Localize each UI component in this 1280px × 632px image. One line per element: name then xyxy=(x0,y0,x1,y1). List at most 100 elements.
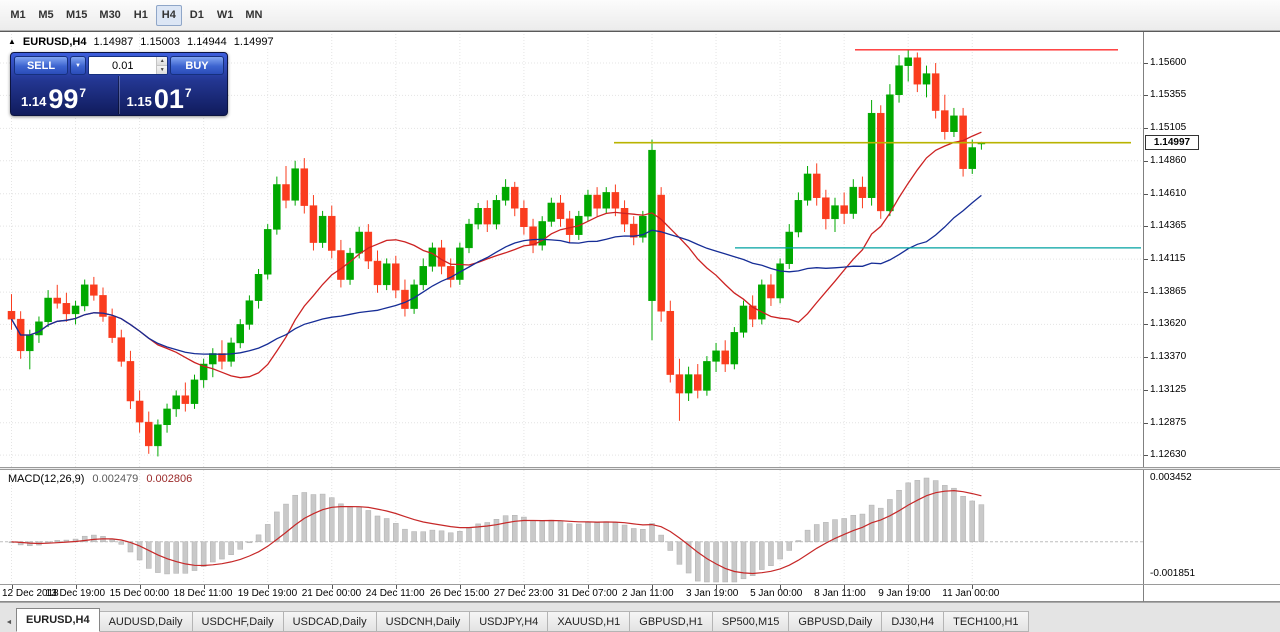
macd-label: MACD(12,26,9) xyxy=(8,473,85,485)
chart-tab-usdcnh-daily[interactable]: USDCNH,Daily xyxy=(376,611,471,632)
macd-signal-value: 0.002806 xyxy=(146,473,193,485)
macd-indicator-header: MACD(12,26,9) 0.002479 0.002806 xyxy=(8,473,192,485)
ask-price-display[interactable]: 1.15 01 7 xyxy=(118,76,225,115)
candlestick-chart[interactable] xyxy=(0,34,1143,467)
price-axis-label: 1.14115 xyxy=(1150,253,1186,265)
timeframe-button-d1[interactable]: D1 xyxy=(189,9,204,21)
price-axis-tick xyxy=(1144,292,1148,294)
chart-tab-usdcad-daily[interactable]: USDCAD,Daily xyxy=(283,611,377,632)
chart-tab-sp500-m15[interactable]: SP500,M15 xyxy=(712,611,790,632)
time-axis-label: 9 Jan 19:00 xyxy=(878,588,931,599)
time-axis-tick xyxy=(780,585,782,589)
bid-price-big: 99 xyxy=(48,84,79,115)
time-axis-tick xyxy=(331,585,333,589)
bid-price-pip: 7 xyxy=(79,86,87,100)
price-axis-label: 1.13865 xyxy=(1150,286,1187,298)
time-axis-label: 26 Dec 15:00 xyxy=(429,588,490,599)
chevron-down-icon: ▼ xyxy=(75,62,81,69)
price-axis-tick xyxy=(1144,259,1148,261)
bid-price-display[interactable]: 1.14 99 7 xyxy=(14,76,119,114)
price-axis-tick xyxy=(1144,422,1148,424)
timeframe-button-w1[interactable]: W1 xyxy=(216,9,234,21)
price-axis-tick xyxy=(1144,128,1148,130)
price-axis-label: 1.14860 xyxy=(1150,154,1187,166)
price-axis-tick xyxy=(1144,324,1148,326)
horizontal-lines-layer xyxy=(614,49,1141,249)
volume-input[interactable] xyxy=(89,57,157,74)
price-axis-separator xyxy=(1143,32,1144,602)
one-click-trading-panel: SELL ▼ ▲ ▼ BUY 1.14 99 7 xyxy=(10,52,228,116)
chart-tab-dj30-h4[interactable]: DJ30,H4 xyxy=(882,611,945,632)
macd-signal-line xyxy=(11,489,982,575)
ask-price-big: 01 xyxy=(153,84,184,115)
time-axis-label: 13 Dec 19:00 xyxy=(45,588,106,599)
time-axis-tick xyxy=(203,585,205,589)
chart-tab-eurusd-h4[interactable]: EURUSD,H4 xyxy=(16,608,100,632)
price-axis-label: 1.14610 xyxy=(1150,187,1187,199)
macd-value: 0.002479 xyxy=(92,473,139,485)
time-axis-label: 19 Dec 19:00 xyxy=(237,588,298,599)
chart-symbol-label: EURUSD,H4 xyxy=(22,36,87,48)
ohlc-low-value: 1.14944 xyxy=(187,36,227,48)
macd-axis-max-label: 0.003452 xyxy=(1150,472,1192,483)
timeframe-button-m1[interactable]: M1 xyxy=(10,9,26,21)
time-axis-tick xyxy=(523,585,525,589)
time-axis-label: 12 Dec 2018 xyxy=(2,588,59,599)
time-axis-label: 31 Dec 07:00 xyxy=(557,588,618,599)
buy-button[interactable]: BUY xyxy=(170,56,224,75)
sell-button[interactable]: SELL xyxy=(14,56,68,75)
price-axis-label: 1.13125 xyxy=(1150,383,1187,395)
volume-stepper: ▲ ▼ xyxy=(156,57,167,74)
price-axis-label: 1.12630 xyxy=(1150,449,1187,461)
chart-tab-bar: ◄ EURUSD,H4 AUDUSD,Daily USDCHF,Daily USDCA… xyxy=(0,602,1280,632)
chart-tab-audusd-daily[interactable]: AUDUSD,Daily xyxy=(99,611,193,632)
bid-price-small: 1.14 xyxy=(21,94,47,109)
ohlc-close-value: 1.14997 xyxy=(233,36,274,48)
price-axis-tick xyxy=(1144,193,1148,195)
time-axis-label: 11 Jan 00:00 xyxy=(942,588,1000,599)
timeframe-button-mn[interactable]: MN xyxy=(245,9,263,21)
indicator-window-separator[interactable] xyxy=(0,467,1280,470)
volume-stepper-down-icon[interactable]: ▼ xyxy=(157,66,167,74)
ask-price-small: 1.15 xyxy=(126,94,152,109)
candles-layer xyxy=(7,49,986,457)
tab-scroll-left-button[interactable]: ◄ xyxy=(2,612,16,632)
volume-stepper-up-icon[interactable]: ▲ xyxy=(157,57,167,66)
chart-tab-usdchf-daily[interactable]: USDCHF,Daily xyxy=(192,611,284,632)
timeframe-button-h1[interactable]: H1 xyxy=(133,9,148,21)
timeframe-button-h4[interactable]: H4 xyxy=(155,4,182,26)
price-axis-tick xyxy=(1144,95,1148,97)
current-price-tag: 1.14997 xyxy=(1145,134,1199,150)
macd-indicator-chart[interactable] xyxy=(0,470,1143,584)
chart-tab-gbpusd-h1[interactable]: GBPUSD,H1 xyxy=(630,611,713,632)
price-axis-label: 1.15355 xyxy=(1150,89,1187,101)
chart-tab-xauusd-h1[interactable]: XAUUSD,H1 xyxy=(548,611,631,632)
time-axis-label: 21 Dec 00:00 xyxy=(301,588,362,599)
price-axis-tick xyxy=(1144,226,1148,228)
volume-dropdown-button[interactable]: ▼ xyxy=(70,56,86,75)
chart-tab-gbpusd-daily[interactable]: GBPUSD,Daily xyxy=(789,611,883,632)
timeframe-button-m30[interactable]: M30 xyxy=(99,9,121,21)
one-click-panel-toggle-icon[interactable]: ▲ xyxy=(8,37,16,46)
price-axis-label: 1.13620 xyxy=(1150,318,1187,330)
ma_fast-line xyxy=(10,131,982,379)
time-axis-tick xyxy=(395,585,397,589)
price-axis-label: 1.12875 xyxy=(1150,416,1187,428)
time-axis-label: 18 Dec 11:00 xyxy=(173,588,233,599)
tab-list: EURUSD,H4 AUDUSD,Daily USDCHF,Daily USDCAD,… xyxy=(16,608,1029,632)
ask-price-pip: 7 xyxy=(184,86,192,100)
time-axis-label: 24 Dec 11:00 xyxy=(365,588,425,599)
timeframe-button-m5[interactable]: M5 xyxy=(38,9,54,21)
macd-histogram-layer xyxy=(8,477,985,583)
chart-tab-usdjpy-h4[interactable]: USDJPY,H4 xyxy=(470,611,549,632)
chart-tab-tech100-h1[interactable]: TECH100,H1 xyxy=(944,611,1029,632)
price-axis-tick xyxy=(1144,357,1148,359)
time-axis-label: 27 Dec 23:00 xyxy=(493,588,554,599)
ohlc-open-value: 1.14987 xyxy=(93,36,134,48)
time-axis-tick xyxy=(716,585,718,589)
price-axis-tick xyxy=(1144,455,1148,457)
timeframe-button-m15[interactable]: M15 xyxy=(66,9,88,21)
price-axis-tick xyxy=(1144,389,1148,391)
time-axis-tick xyxy=(652,585,653,589)
